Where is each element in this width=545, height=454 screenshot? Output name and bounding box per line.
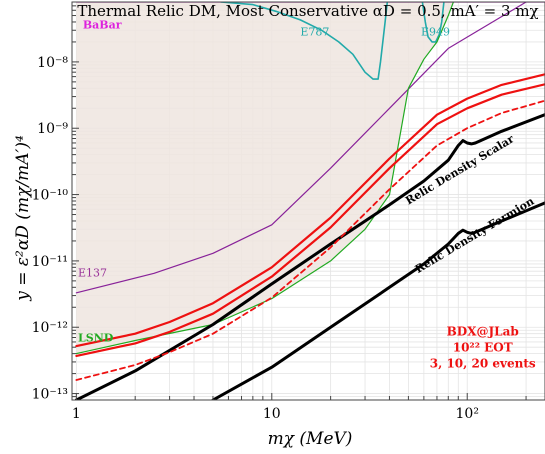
excluded-region xyxy=(76,2,545,354)
tick-layer: 1 10 10² 10⁻¹³ 10⁻¹² 10⁻¹¹ 10⁻¹⁰ 10⁻⁹ 10⁻⁸ xyxy=(32,1,527,422)
x-tick-label: 1 xyxy=(72,406,81,422)
annotation-e137: E137 xyxy=(78,267,107,280)
bdx-label-line: 3, 10, 20 events xyxy=(430,357,536,371)
series-line-relic-density-fermion xyxy=(211,201,545,400)
y-tick-label: 10⁻¹² xyxy=(32,320,68,336)
series-line-bdx-20-events xyxy=(75,73,545,348)
series-line-bdx-3-events xyxy=(75,99,545,381)
y-tick-label: 10⁻¹³ xyxy=(32,387,68,403)
y-tick-label: 10⁻⁸ xyxy=(37,55,68,71)
series-line-bdx-10-events xyxy=(75,83,545,357)
annotation-babar: BaBar xyxy=(83,18,122,31)
y-tick-label: 10⁻⁹ xyxy=(37,121,68,137)
bdx-label-line: 10²² EOT xyxy=(453,341,513,355)
x-tick-label: 10 xyxy=(263,406,281,422)
annotation-e949: E949 xyxy=(421,26,450,39)
series-line-e787 xyxy=(220,2,389,80)
y-tick-label: 10⁻¹¹ xyxy=(32,254,68,270)
annotation-e787: E787 xyxy=(300,26,329,39)
bdx-legend-label: BDX@JLab 10²² EOT 3, 10, 20 events xyxy=(430,325,536,371)
x-tick-label: 10² xyxy=(456,406,479,422)
series-line-e137 xyxy=(75,2,527,294)
series-line-e949 xyxy=(421,2,445,43)
y-tick-label: 10⁻¹⁰ xyxy=(32,188,69,204)
x-axis-label: mχ (MeV) xyxy=(268,429,353,449)
annotation-lsnd: LSND xyxy=(78,331,114,344)
chart-title: Thermal Relic DM, Most Conservative αD =… xyxy=(77,2,538,20)
series-line-relic-density-scalar xyxy=(74,113,545,400)
excluded-region-layer xyxy=(76,2,545,354)
bdx-label-line: BDX@JLab xyxy=(447,325,519,339)
y-axis-label: y = ε²αD (mχ/mA′)⁴ xyxy=(13,135,33,302)
series-layer xyxy=(74,2,545,400)
